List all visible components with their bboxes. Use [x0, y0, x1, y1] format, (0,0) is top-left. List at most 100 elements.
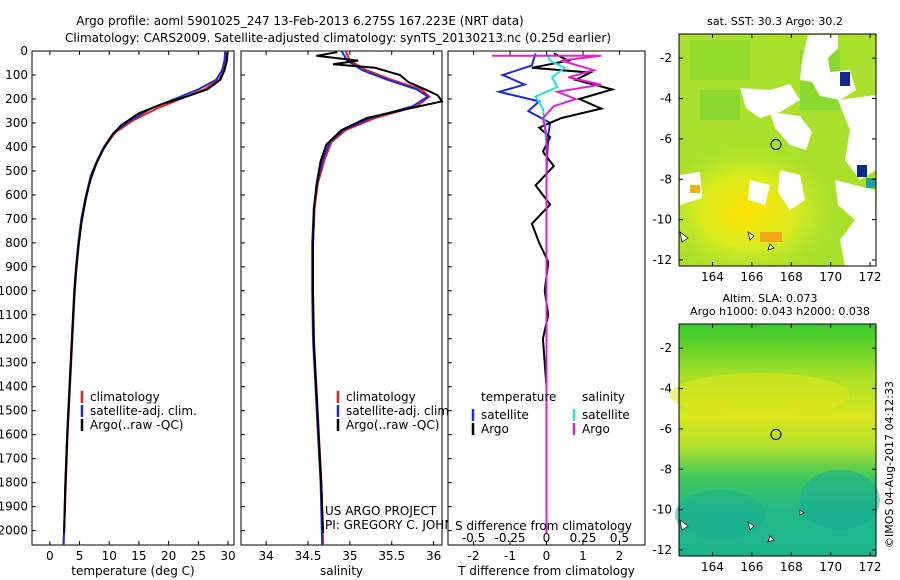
legend-title-temperature: temperature: [481, 390, 556, 404]
legend-label: Argo: [481, 422, 509, 436]
y-tick-label: 700: [5, 212, 28, 226]
float-position-marker: [770, 428, 782, 440]
x-tick-label: 168: [780, 560, 803, 574]
y-tick-label: 1700: [0, 452, 28, 466]
y-tick-label: -4: [660, 92, 672, 106]
y-tick-label: -6: [660, 422, 672, 436]
legend-label: satellite-adj. clim.: [90, 404, 197, 418]
header-title: Argo profile: aoml 5901025_247 13-Feb-20…: [76, 14, 523, 28]
legend-label: climatology: [346, 390, 416, 404]
sst-dark-pixel: [840, 72, 850, 86]
sst-cloud-gap: [778, 170, 805, 210]
sla-low-patch: [675, 490, 765, 540]
x-tick-label: 35: [342, 549, 357, 563]
sst-cloud-gap: [835, 180, 876, 266]
y-tick-label: 2000: [0, 524, 28, 538]
legend-title-salinity: salinity: [582, 390, 625, 404]
y-tick-label: 600: [5, 188, 28, 202]
plot-frame: [240, 50, 443, 546]
sla-high-patch: [670, 373, 850, 417]
sla-map-title: Altim. SLA: 0.073: [722, 292, 817, 305]
sst-cloud-gap: [748, 180, 770, 205]
sst-dark-pixel: [857, 165, 867, 177]
header-subtitle: Climatology: CARS2009. Satellite-adjuste…: [65, 31, 611, 45]
imos-stamp: ©IMOS 04-Aug-2017 04:12:33: [883, 381, 896, 548]
sal-tick-label: -0.5: [462, 531, 485, 545]
y-tick-label: 1300: [0, 356, 28, 370]
sst-map: [679, 34, 876, 266]
x-tick-label: 0: [46, 549, 54, 563]
x-tick-label: -2: [468, 549, 480, 563]
x-tick-label: 20: [161, 549, 176, 563]
y-tick-label: -2: [660, 51, 672, 65]
pi-annotation: PI: GREGORY C. JOHNSON: [325, 518, 479, 532]
y-tick-label: 900: [5, 260, 28, 274]
x-axis-label: salinity: [320, 564, 363, 578]
map-frame: [678, 33, 877, 267]
x-axis-label-2: S difference from climatology: [455, 519, 632, 533]
x-tick-label: 30: [220, 549, 235, 563]
x-tick-label: -1: [504, 549, 516, 563]
series-line: [63, 52, 229, 534]
y-tick-label: 1400: [0, 380, 28, 394]
y-tick-label: 200: [5, 92, 28, 106]
y-tick-label: -6: [660, 132, 672, 146]
x-tick-label: 164: [701, 270, 724, 284]
y-tick-label: 1800: [0, 476, 28, 490]
salinity-panel: 34 34.5 35 35.5 36 salinity climatologysatelli…: [240, 50, 479, 578]
y-tick-label: -8: [660, 462, 672, 476]
legend-label: satellite-adj. clim.: [346, 404, 453, 418]
plot-frame: [31, 50, 235, 546]
y-tick-label: 0: [20, 44, 28, 58]
sst-green-patch: [690, 40, 750, 80]
sal-tick-label: 0.25: [570, 531, 597, 545]
x-tick-label: 172: [859, 270, 882, 284]
temperature-panel: 0 5 10 15 20 25 300100200300400500600700800900…: [0, 44, 236, 578]
y-tick-label: 1600: [0, 428, 28, 442]
y-tick-label: 1100: [0, 308, 28, 322]
y-tick-label: -10: [652, 213, 672, 227]
sst-cloud-gap: [740, 84, 800, 118]
x-tick-label: 170: [819, 560, 842, 574]
legend-label: satellite: [582, 408, 630, 422]
x-axis-label: T difference from climatology: [457, 564, 635, 578]
legend-label: Argo(..raw -QC): [346, 418, 439, 432]
x-tick-label: 34.5: [295, 549, 322, 563]
y-tick-label: 500: [5, 164, 28, 178]
legend-label: satellite: [481, 408, 529, 422]
x-tick-label: 34: [258, 549, 273, 563]
y-tick-label: 1000: [0, 284, 28, 298]
legend-label: Argo(..raw -QC): [90, 418, 183, 432]
sst-map-axes: 164 166 168 170 172 -2 -4 -6 -8 -10 -12: [652, 33, 882, 284]
y-tick-label: -12: [652, 543, 672, 557]
y-tick-label: -10: [652, 503, 672, 517]
y-tick-label: 300: [5, 116, 28, 130]
y-tick-label: 800: [5, 236, 28, 250]
sal-tick-label: -0.25: [494, 531, 525, 545]
series-line: [491, 54, 602, 533]
x-tick-label: 35.5: [378, 549, 405, 563]
sst-island: [679, 231, 775, 251]
float-position-marker: [770, 138, 782, 150]
x-tick-label: 166: [740, 560, 763, 574]
y-tick-label: -8: [660, 172, 672, 186]
sst-orange-pixel: [760, 232, 782, 242]
map-frame: [678, 323, 877, 557]
y-tick-label: 1900: [0, 500, 28, 514]
x-tick-label: 172: [859, 560, 882, 574]
y-tick-label: -2: [660, 341, 672, 355]
x-tick-label: 1: [579, 549, 587, 563]
sst-dark-pixel: [866, 178, 876, 188]
y-tick-label: 1500: [0, 404, 28, 418]
y-tick-label: 100: [5, 68, 28, 82]
sst-green-patch: [700, 90, 740, 120]
x-tick-label: 2: [616, 549, 624, 563]
project-annotation: US ARGO PROJECT: [325, 504, 437, 518]
x-tick-label: 0: [543, 549, 551, 563]
legend-label: Argo: [582, 422, 610, 436]
x-axis-label: temperature (deg C): [71, 564, 194, 578]
sst-orange-pixel: [690, 185, 700, 193]
sla-island: [679, 509, 805, 543]
x-tick-label: 168: [780, 270, 803, 284]
